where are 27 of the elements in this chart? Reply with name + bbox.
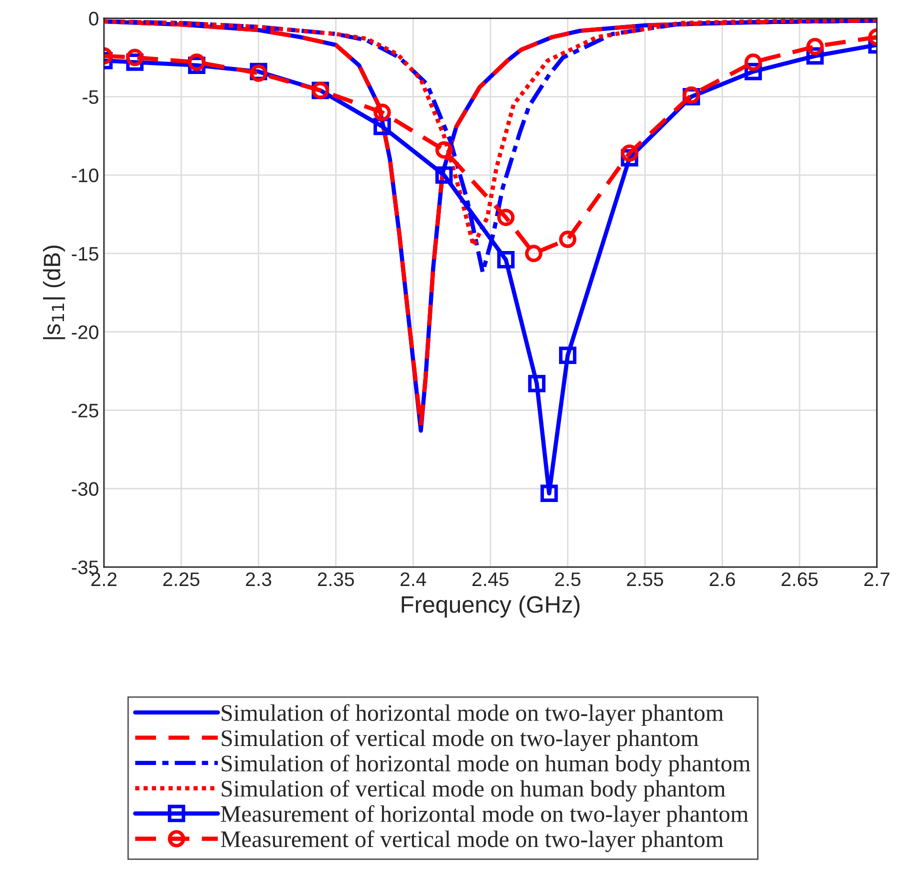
x-tick-label: 2.4 (400, 572, 426, 586)
y-tick-label: -35 (72, 560, 98, 574)
x-tick-label: 2.7 (864, 572, 890, 586)
legend-label: Measurement of horizontal mode on two-layer phantom (220, 805, 748, 827)
y-axis-title: |s$_{11}$| (dB) (43, 246, 66, 340)
y-tick-label: 0 (89, 12, 98, 26)
legend-label: Simulation of vertical mode on human body phantom (222, 780, 726, 802)
x-tick-label: 2.25 (163, 572, 200, 586)
y-tick-label: -25 (72, 404, 98, 418)
legend-label: Simulation of horizontal mode on human body phantom (222, 754, 750, 776)
y-tick-label: -20 (72, 325, 98, 340)
y-tick-label: -5 (82, 90, 98, 104)
x-tick-label: 2.6 (710, 572, 735, 586)
x-tick-label: 2.65 (782, 572, 818, 586)
legend-label: Simulation of horizontal mode on two-layer phantom (222, 704, 724, 726)
x-tick-label: 2.35 (318, 572, 354, 586)
x-tick-label: 2.3 (246, 572, 272, 586)
x-tick-label: 2.55 (627, 572, 664, 586)
legend-label: Simulation of vertical mode on two-layer phantom (222, 729, 698, 752)
y-tick-label: -10 (72, 168, 98, 182)
x-tick-label: 2.2 (91, 572, 116, 586)
x-tick-label: 2.45 (472, 572, 509, 586)
x-tick-label: 2.5 (555, 572, 580, 586)
legend-label: Measurement of vertical mode on two-layer phantom (220, 830, 724, 852)
y-tick-label: -30 (72, 482, 98, 496)
x-axis-title: Frequency (GHz) (402, 596, 580, 618)
y-tick-label: -15 (72, 247, 98, 261)
